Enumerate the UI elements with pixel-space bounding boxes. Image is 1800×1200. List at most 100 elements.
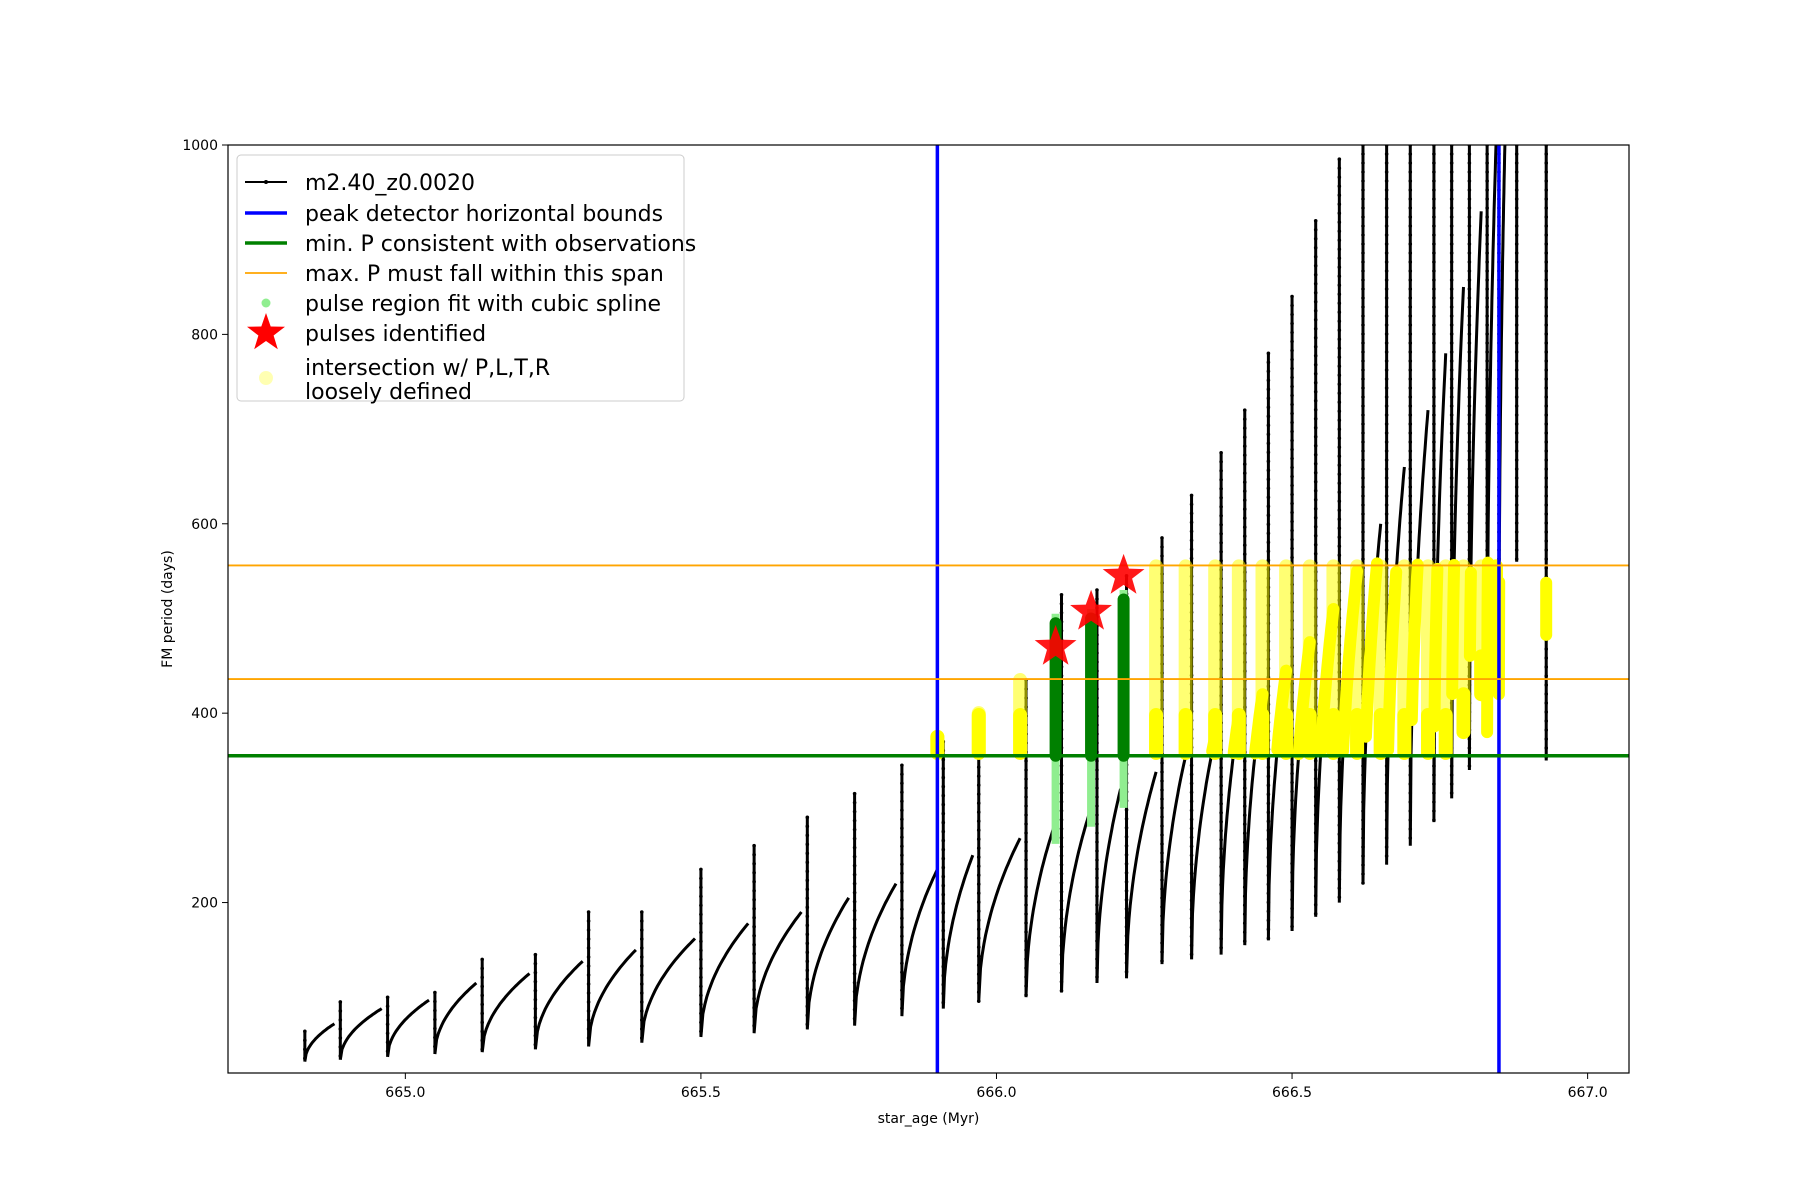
track-point bbox=[1313, 506, 1318, 511]
track-point bbox=[1361, 872, 1365, 876]
track-point bbox=[1432, 170, 1436, 174]
track-point bbox=[752, 888, 756, 893]
track-point bbox=[338, 1036, 343, 1040]
track-point bbox=[1514, 377, 1519, 381]
track-point bbox=[433, 990, 437, 995]
track-point bbox=[1408, 287, 1413, 291]
track-point bbox=[1467, 557, 1472, 561]
track-point bbox=[586, 919, 591, 923]
track-point bbox=[1313, 497, 1318, 502]
track-point bbox=[1095, 894, 1099, 898]
track-point bbox=[1514, 557, 1519, 561]
track-point bbox=[1514, 341, 1519, 345]
track-point bbox=[1485, 413, 1489, 417]
pulse-star bbox=[1034, 624, 1077, 665]
track-point bbox=[1514, 350, 1519, 354]
loose-curve bbox=[1359, 557, 1383, 743]
track-point bbox=[1024, 795, 1028, 799]
track-point bbox=[1432, 404, 1436, 408]
track-point bbox=[1449, 368, 1454, 372]
track-point bbox=[1408, 278, 1413, 282]
track-point bbox=[1313, 434, 1318, 439]
track-point bbox=[1408, 305, 1413, 309]
track-point bbox=[1024, 849, 1028, 853]
track-point bbox=[1384, 404, 1389, 408]
track-point bbox=[1544, 656, 1549, 660]
track-point bbox=[1384, 512, 1389, 516]
track-point bbox=[1361, 881, 1365, 885]
track-point bbox=[1432, 161, 1436, 165]
track-point bbox=[1361, 521, 1365, 525]
track-point bbox=[1449, 791, 1454, 795]
track-point bbox=[1290, 906, 1294, 911]
track-point bbox=[900, 826, 904, 831]
track-point bbox=[1361, 395, 1365, 399]
track-point bbox=[941, 838, 946, 843]
track-point bbox=[1408, 827, 1413, 831]
track-point bbox=[1514, 485, 1519, 489]
track-point bbox=[1095, 813, 1099, 817]
track-point bbox=[1361, 215, 1365, 219]
track-point bbox=[941, 847, 946, 852]
track-point bbox=[1361, 287, 1365, 291]
track-point bbox=[1219, 495, 1223, 500]
track-point bbox=[533, 970, 538, 975]
track-point bbox=[1432, 206, 1436, 210]
track-point bbox=[1361, 791, 1365, 795]
track-point bbox=[941, 793, 946, 798]
track-point bbox=[480, 1011, 484, 1016]
track-point bbox=[1189, 862, 1194, 867]
track-point bbox=[976, 945, 981, 949]
track-point bbox=[1361, 251, 1365, 255]
track-point bbox=[1160, 761, 1164, 765]
track-point bbox=[1361, 494, 1365, 498]
track-point bbox=[1514, 287, 1519, 291]
track-point bbox=[1514, 197, 1519, 201]
track-point bbox=[1219, 765, 1223, 770]
track-point bbox=[1384, 395, 1389, 399]
track-point bbox=[1514, 476, 1519, 480]
track-point bbox=[1544, 305, 1549, 309]
track-point bbox=[1095, 921, 1099, 925]
track-point bbox=[1467, 431, 1472, 435]
track-point bbox=[1449, 305, 1454, 309]
track-point bbox=[1449, 296, 1454, 300]
track-point bbox=[1290, 843, 1294, 848]
track-point bbox=[1432, 332, 1436, 336]
track-point bbox=[1313, 911, 1318, 916]
track-point bbox=[1467, 188, 1472, 192]
legend-label: peak detector horizontal bounds bbox=[305, 202, 663, 227]
track-point bbox=[1449, 341, 1454, 345]
track-point bbox=[1059, 790, 1064, 795]
track-point bbox=[1189, 916, 1194, 921]
track-point bbox=[1485, 359, 1489, 363]
track-point bbox=[1242, 786, 1247, 790]
track-point bbox=[1361, 818, 1365, 822]
track-point bbox=[533, 997, 538, 1002]
track-point bbox=[1313, 803, 1318, 808]
track-point bbox=[1337, 274, 1342, 279]
track-point bbox=[1290, 321, 1294, 326]
track-point bbox=[900, 979, 904, 984]
track-point bbox=[1449, 449, 1454, 453]
track-point bbox=[1266, 504, 1271, 509]
track-point bbox=[1384, 548, 1389, 552]
track-point bbox=[941, 775, 946, 780]
track-point bbox=[1337, 202, 1342, 207]
track-point bbox=[1290, 501, 1294, 506]
track-point bbox=[976, 783, 981, 787]
track-point bbox=[900, 916, 904, 921]
track-point bbox=[1384, 305, 1389, 309]
track-point bbox=[1124, 862, 1129, 866]
track-point bbox=[1242, 777, 1247, 781]
track-point bbox=[1384, 251, 1389, 255]
track-point bbox=[1266, 540, 1271, 545]
track-point bbox=[1449, 476, 1454, 480]
track-point bbox=[1384, 341, 1389, 345]
track-point bbox=[1449, 197, 1454, 201]
track-point bbox=[1485, 467, 1489, 471]
track-point bbox=[1337, 337, 1342, 342]
track-point bbox=[1242, 849, 1247, 853]
track-point bbox=[1059, 889, 1064, 894]
